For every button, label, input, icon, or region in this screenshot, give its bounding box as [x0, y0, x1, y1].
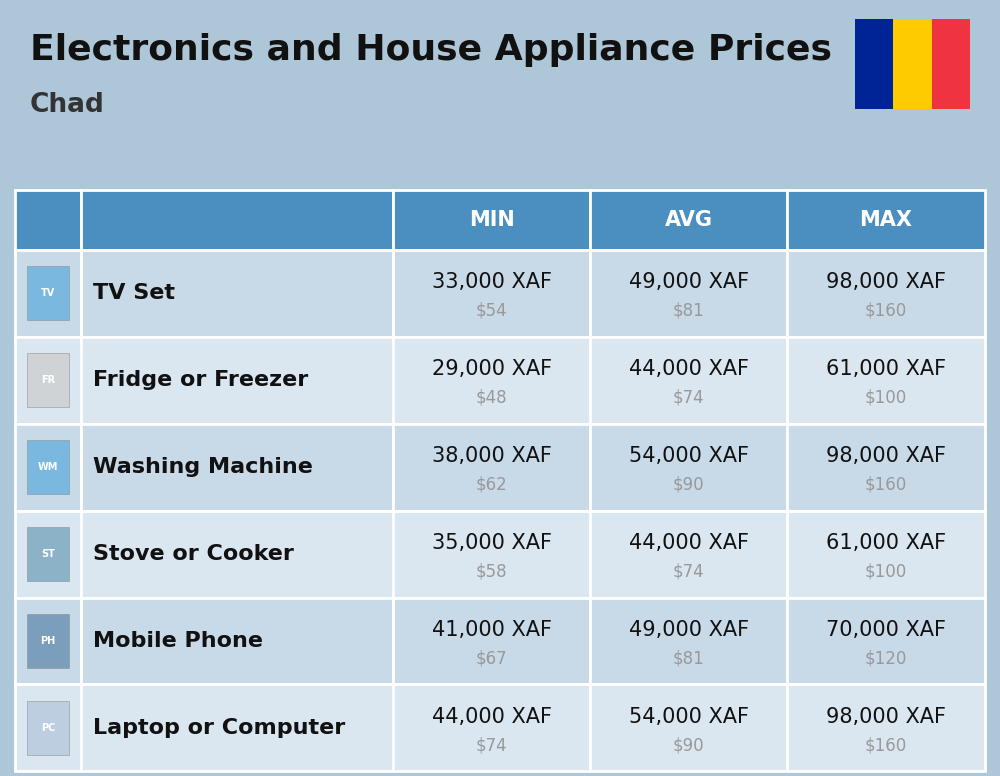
Bar [787, 250, 985, 337]
Text: $81: $81 [673, 302, 705, 320]
Text: $54: $54 [476, 302, 508, 320]
Bar [787, 598, 985, 684]
Bar [590, 337, 787, 424]
Bar [787, 684, 985, 771]
Bar [81, 190, 393, 250]
Bar [15, 337, 81, 424]
Bar [590, 190, 787, 250]
Bar [787, 511, 985, 598]
Bar [855, 19, 893, 109]
Text: $120: $120 [865, 650, 907, 667]
Text: $74: $74 [476, 736, 508, 754]
Text: 61,000 XAF: 61,000 XAF [826, 533, 946, 553]
Text: 29,000 XAF: 29,000 XAF [432, 359, 552, 379]
Bar [27, 701, 69, 755]
Bar [787, 424, 985, 511]
Text: $67: $67 [476, 650, 508, 667]
Bar [393, 190, 590, 250]
Text: Washing Machine: Washing Machine [93, 457, 313, 477]
Bar [27, 527, 69, 581]
Bar [393, 511, 590, 598]
Bar [590, 424, 787, 511]
Text: 54,000 XAF: 54,000 XAF [629, 707, 749, 726]
Bar [393, 250, 590, 337]
Text: ST: ST [41, 549, 55, 559]
Text: MAX: MAX [860, 210, 913, 230]
Bar [15, 598, 81, 684]
Bar [590, 511, 787, 598]
Bar [15, 511, 81, 598]
Text: 41,000 XAF: 41,000 XAF [432, 620, 552, 639]
Text: PC: PC [41, 723, 55, 733]
Text: 70,000 XAF: 70,000 XAF [826, 620, 946, 639]
Text: $160: $160 [865, 736, 907, 754]
Text: 49,000 XAF: 49,000 XAF [629, 620, 749, 639]
Bar [893, 19, 932, 109]
Bar [590, 598, 787, 684]
Text: $90: $90 [673, 736, 704, 754]
Bar [27, 440, 69, 494]
Bar [81, 598, 393, 684]
Text: $62: $62 [476, 476, 508, 494]
Bar [393, 424, 590, 511]
Text: Mobile Phone: Mobile Phone [93, 631, 263, 651]
Text: $74: $74 [673, 389, 704, 407]
Bar [81, 511, 393, 598]
Text: 44,000 XAF: 44,000 XAF [432, 707, 552, 726]
Bar [393, 684, 590, 771]
Bar [27, 266, 69, 320]
Text: Chad: Chad [30, 92, 105, 118]
Text: 98,000 XAF: 98,000 XAF [826, 272, 946, 292]
Bar [81, 684, 393, 771]
Text: 44,000 XAF: 44,000 XAF [629, 359, 749, 379]
Text: 38,000 XAF: 38,000 XAF [432, 446, 552, 466]
Text: PH: PH [40, 636, 56, 646]
Bar [81, 250, 393, 337]
Bar [15, 424, 81, 511]
Text: $90: $90 [673, 476, 704, 494]
Text: $74: $74 [673, 563, 704, 580]
Bar [393, 337, 590, 424]
Text: $160: $160 [865, 302, 907, 320]
Text: TV Set: TV Set [93, 283, 175, 303]
Text: 35,000 XAF: 35,000 XAF [432, 533, 552, 553]
Bar [787, 190, 985, 250]
Bar [81, 337, 393, 424]
Text: $48: $48 [476, 389, 508, 407]
Bar [81, 424, 393, 511]
Bar [15, 190, 81, 250]
Text: $160: $160 [865, 476, 907, 494]
Text: MIN: MIN [469, 210, 515, 230]
Bar [15, 250, 81, 337]
Text: TV: TV [41, 289, 55, 298]
Text: 98,000 XAF: 98,000 XAF [826, 707, 946, 726]
Text: $100: $100 [865, 389, 907, 407]
Text: FR: FR [41, 376, 55, 385]
Bar [590, 684, 787, 771]
Text: WM: WM [38, 462, 58, 472]
Text: 33,000 XAF: 33,000 XAF [432, 272, 552, 292]
Bar [590, 250, 787, 337]
Text: $81: $81 [673, 650, 705, 667]
Text: $100: $100 [865, 563, 907, 580]
Bar [27, 353, 69, 407]
Text: Electronics and House Appliance Prices: Electronics and House Appliance Prices [30, 33, 832, 68]
Bar [787, 337, 985, 424]
Bar [393, 598, 590, 684]
Text: 54,000 XAF: 54,000 XAF [629, 446, 749, 466]
Text: AVG: AVG [665, 210, 713, 230]
Text: 61,000 XAF: 61,000 XAF [826, 359, 946, 379]
Bar [932, 19, 970, 109]
Bar [27, 614, 69, 668]
Bar [15, 684, 81, 771]
Text: Fridge or Freezer: Fridge or Freezer [93, 370, 308, 390]
Text: Stove or Cooker: Stove or Cooker [93, 544, 294, 564]
Text: $58: $58 [476, 563, 508, 580]
Text: 98,000 XAF: 98,000 XAF [826, 446, 946, 466]
Text: 49,000 XAF: 49,000 XAF [629, 272, 749, 292]
Text: Laptop or Computer: Laptop or Computer [93, 718, 345, 738]
Text: 44,000 XAF: 44,000 XAF [629, 533, 749, 553]
